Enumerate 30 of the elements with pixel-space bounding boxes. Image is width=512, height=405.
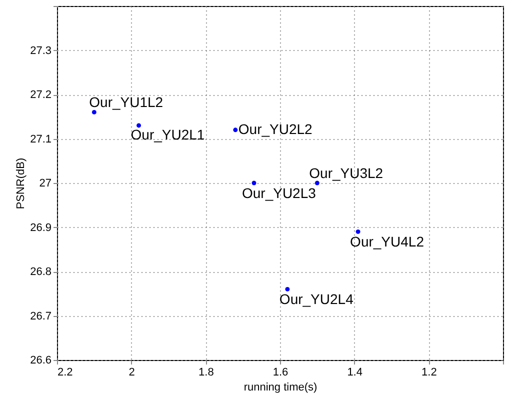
y-tick-label: 27.1 bbox=[30, 133, 52, 146]
point bbox=[252, 180, 256, 186]
y-tick-label: 26.7 bbox=[30, 310, 52, 322]
annotation: Our_YU2L4 bbox=[279, 291, 354, 308]
y-axis-title: PSNR(dB) bbox=[15, 158, 28, 210]
annotation: Our_YU2L2 bbox=[238, 120, 313, 137]
annotation: Our_YU2L3 bbox=[242, 185, 316, 201]
point bbox=[136, 123, 142, 128]
x-tick-label: 2.2 bbox=[58, 366, 73, 378]
y-tick-label: 26.8 bbox=[30, 266, 52, 278]
annotation: Our_YU1L2 bbox=[89, 94, 164, 110]
annotation: Our_YU4L2 bbox=[350, 234, 424, 250]
y-tick-label: 27.2 bbox=[30, 89, 52, 101]
x-tick-label: 1.4 bbox=[347, 366, 362, 378]
point bbox=[314, 180, 320, 186]
x-tick-label: 1.6 bbox=[272, 366, 288, 378]
annotation: Our_YU3L2 bbox=[309, 165, 384, 181]
point bbox=[356, 229, 360, 234]
x-axis-title: running time(s) bbox=[244, 382, 318, 394]
x-tick-label: 1.2 bbox=[422, 366, 437, 378]
annotation: Our_YU2L1 bbox=[130, 126, 205, 142]
point bbox=[92, 110, 96, 114]
y-tick-label: 26.6 bbox=[30, 354, 52, 366]
point bbox=[233, 128, 238, 132]
x-tick-label: 1.8 bbox=[198, 366, 214, 378]
y-tick-label: 26.9 bbox=[30, 222, 52, 234]
x-tick-label: 2 bbox=[128, 366, 135, 378]
y-tick-label: 27.3 bbox=[30, 44, 52, 57]
point bbox=[285, 286, 290, 292]
y-tick-label: 27 bbox=[39, 178, 52, 190]
